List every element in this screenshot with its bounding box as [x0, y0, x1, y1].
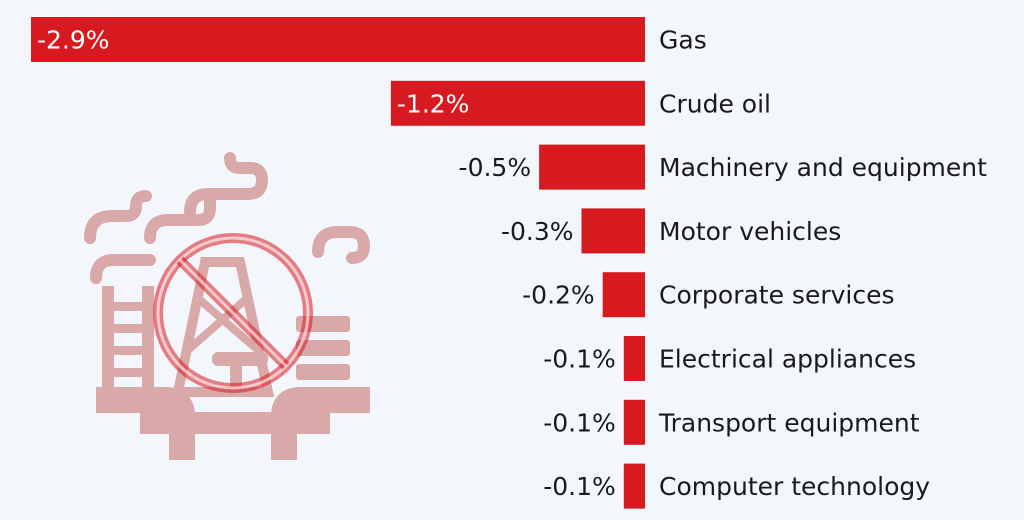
value-label: -2.9%	[37, 26, 110, 55]
industrial-plant-with-prohibited-sign-icon	[84, 152, 371, 460]
value-label: -0.1%	[543, 472, 616, 501]
category-label: Motor vehicles	[659, 217, 841, 246]
category-label: Transport equipment	[658, 408, 920, 437]
value-label: -0.2%	[522, 281, 595, 310]
category-label: Corporate services	[659, 281, 895, 310]
labels-layer: Gas -2.9% Crude oil -1.2% Machinery and equi…	[37, 26, 987, 502]
category-label: Crude oil	[659, 89, 771, 118]
value-label: -0.5%	[459, 153, 532, 182]
value-label: -0.3%	[501, 217, 574, 246]
bar-crude-oil	[390, 80, 645, 126]
category-label: Computer technology	[659, 472, 930, 501]
bar-transport-equipment	[623, 399, 645, 445]
bars-layer	[31, 17, 645, 509]
bar-corporate-services	[602, 272, 645, 318]
bar-motor-vehicles	[581, 208, 645, 254]
bar-electrical-appliances	[623, 336, 645, 381]
bar-machinery-and-equipment	[539, 144, 645, 190]
category-label: Electrical appliances	[659, 345, 916, 374]
value-label: -0.1%	[543, 345, 616, 374]
category-label: Gas	[659, 26, 707, 55]
bar-computer-technology	[623, 463, 645, 509]
value-label: -1.2%	[397, 89, 470, 118]
category-label: Machinery and equipment	[659, 153, 987, 182]
bar-gas	[31, 17, 645, 62]
value-label: -0.1%	[543, 408, 616, 437]
